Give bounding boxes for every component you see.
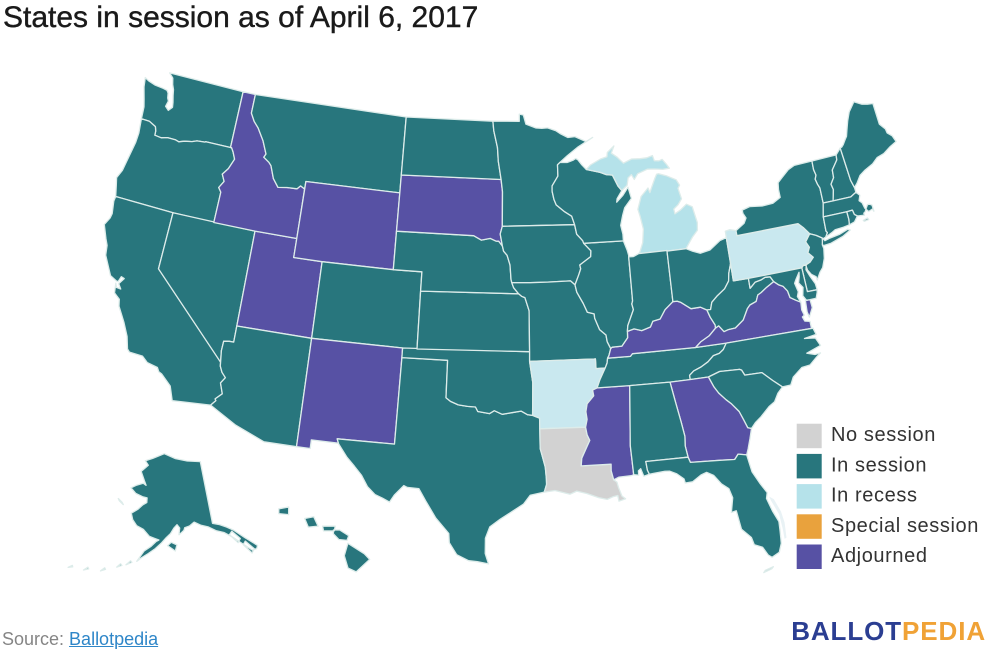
svg-text:In recess: In recess <box>831 485 918 507</box>
svg-text:No session: No session <box>831 424 936 446</box>
svg-text:Adjourned: Adjourned <box>831 545 928 567</box>
svg-text:In session: In session <box>831 454 927 476</box>
svg-text:Special session: Special session <box>831 515 979 537</box>
